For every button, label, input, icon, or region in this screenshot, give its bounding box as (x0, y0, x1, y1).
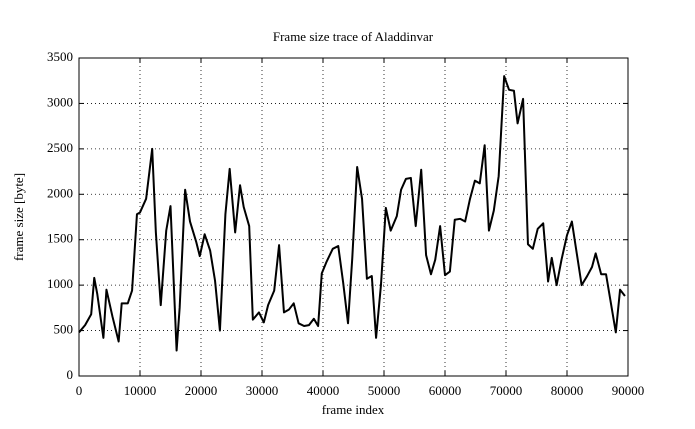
x-tick-label: 40000 (307, 383, 340, 398)
x-tick-label: 10000 (124, 383, 157, 398)
chart-title: Frame size trace of Aladdinvar (273, 29, 434, 44)
x-tick-label: 0 (76, 383, 83, 398)
y-tick-label: 3500 (47, 49, 73, 64)
y-tick-label: 2000 (47, 185, 73, 200)
x-tick-label: 90000 (612, 383, 645, 398)
x-tick-label: 60000 (429, 383, 462, 398)
x-tick-label: 30000 (246, 383, 279, 398)
x-tick-label: 70000 (490, 383, 523, 398)
y-tick-label: 0 (67, 367, 74, 382)
y-tick-label: 500 (54, 322, 74, 337)
plot-frame (78, 57, 629, 377)
y-tick-label: 3000 (47, 94, 73, 109)
y-axis-label: frame size [byte] (11, 173, 26, 261)
x-axis-label: frame index (322, 402, 385, 417)
data-line (78, 75, 626, 352)
y-tick-label: 2500 (47, 140, 73, 155)
x-tick-label: 50000 (368, 383, 401, 398)
y-tick-label: 1000 (47, 276, 73, 291)
y-tick-label: 1500 (47, 231, 73, 246)
x-tick-label: 20000 (185, 383, 218, 398)
x-tick-label: 80000 (551, 383, 584, 398)
